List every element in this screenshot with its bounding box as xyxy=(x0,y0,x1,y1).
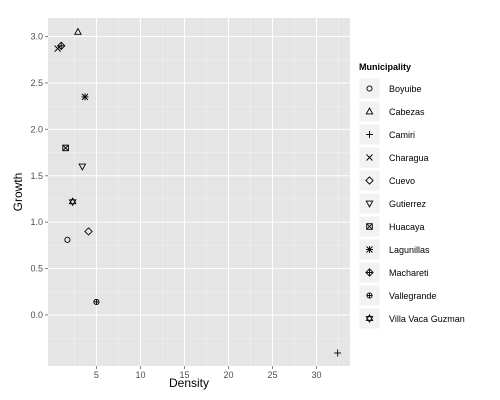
point-cabezas xyxy=(73,27,82,35)
legend-items: Boyuibe Cabezas Camiri Charagua Cuevo Gutierr… xyxy=(358,77,465,330)
y-tick-label: 0.0 xyxy=(30,310,43,320)
x-axis-ticks: 5 10 15 20 25 30 xyxy=(94,366,322,380)
legend-item-huacaya: Huacaya xyxy=(358,215,425,238)
y-axis-title: Growth xyxy=(11,173,25,212)
legend-key-box xyxy=(358,100,381,123)
legend-item-vallegrande: Vallegrande xyxy=(358,284,436,307)
x-tick-label: 25 xyxy=(268,370,278,380)
legend-label: Camiri xyxy=(389,130,415,140)
point-charagua xyxy=(54,45,62,52)
legend-label: Charagua xyxy=(389,153,429,163)
point-boyuibe xyxy=(64,236,71,243)
legend-key-box xyxy=(358,169,381,192)
legend-key-boyuibe xyxy=(366,85,373,92)
legend-key-villa-vaca-guzman xyxy=(365,314,374,323)
legend-item-cuevo: Cuevo xyxy=(358,169,415,192)
legend-item-villa-vaca-guzman: Villa Vaca Guzman xyxy=(358,307,465,330)
legend-key-charagua xyxy=(366,154,373,161)
legend-item-camiri: Camiri xyxy=(358,123,415,146)
y-tick-label: 0.5 xyxy=(30,264,43,274)
x-tick-label: 5 xyxy=(94,370,99,380)
legend-item-gutierrez: Gutierrez xyxy=(358,192,427,215)
point-huacaya xyxy=(62,144,69,152)
legend-key-box xyxy=(358,77,381,100)
legend-item-charagua: Charagua xyxy=(358,146,429,169)
point-gutierrez xyxy=(78,163,87,171)
x-axis-title: Density xyxy=(169,376,209,390)
x-tick-label: 10 xyxy=(135,370,145,380)
y-tick-label: 1.0 xyxy=(30,217,43,227)
x-tick-label: 20 xyxy=(223,370,233,380)
x-tick-label: 15 xyxy=(179,370,189,380)
legend-key-gutierrez xyxy=(365,200,374,208)
legend-label: Cuevo xyxy=(389,176,415,186)
point-camiri xyxy=(334,349,342,357)
legend-item-cabezas: Cabezas xyxy=(358,100,425,123)
y-axis-ticks: 0.0 0.5 1.0 1.5 2.0 2.5 3.0 xyxy=(30,32,48,320)
minor-gridlines xyxy=(48,18,350,366)
y-tick-label: 2.5 xyxy=(30,78,43,88)
legend-label: Machareti xyxy=(389,268,429,278)
point-vallegrande xyxy=(93,298,100,306)
point-villa-vaca-guzman xyxy=(68,197,77,207)
legend-key-lagunillas xyxy=(366,246,373,253)
x-tick-label: 30 xyxy=(312,370,322,380)
legend-item-machareti: Machareti xyxy=(358,261,429,284)
point-machareti xyxy=(56,41,66,51)
legend-key-camiri xyxy=(366,131,373,138)
point-cuevo xyxy=(84,227,93,236)
point-lagunillas xyxy=(81,93,89,101)
legend-title: Municipality xyxy=(359,62,411,72)
legend-label: Cabezas xyxy=(389,107,425,117)
legend-label: Villa Vaca Guzman xyxy=(389,314,465,324)
legend-key-huacaya xyxy=(366,223,373,230)
legend-label: Gutierrez xyxy=(389,199,427,209)
legend-item-lagunillas: Lagunillas xyxy=(358,238,430,261)
major-gridlines xyxy=(48,18,350,366)
y-tick-label: 2.0 xyxy=(30,124,43,134)
legend-label: Lagunillas xyxy=(389,245,430,255)
legend-label: Vallegrande xyxy=(389,291,436,301)
legend-key-box xyxy=(358,307,381,330)
legend-label: Boyuibe xyxy=(389,84,422,94)
data-points xyxy=(54,27,342,357)
plot-panel xyxy=(48,18,350,366)
legend-key-cuevo xyxy=(365,176,374,185)
legend-item-boyuibe: Boyuibe xyxy=(358,77,422,100)
legend-label: Huacaya xyxy=(389,222,425,232)
legend-key-box xyxy=(358,192,381,215)
legend-key-vallegrande xyxy=(366,292,373,299)
legend: Municipality Boyuibe Cabezas Camiri Charagu… xyxy=(358,62,465,330)
y-tick-label: 1.5 xyxy=(30,171,43,181)
legend-key-machareti xyxy=(365,268,374,277)
legend-key-cabezas xyxy=(365,107,374,115)
y-tick-label: 3.0 xyxy=(30,32,43,42)
